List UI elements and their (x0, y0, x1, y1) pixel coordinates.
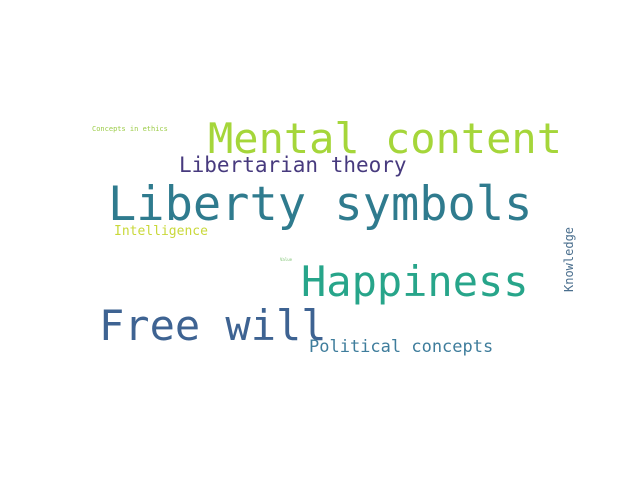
word-free-will: Free will (99, 301, 327, 350)
word-concepts-in-ethics: Concepts in ethics (92, 125, 168, 133)
word-happiness: Happiness (301, 257, 529, 306)
word-liberty-symbols: Liberty symbols (108, 177, 533, 232)
word-libertarian-theory: Libertarian theory (179, 153, 407, 177)
word-mental-content: Mental content (208, 114, 563, 163)
word-value: Value (280, 257, 293, 262)
word-political-concepts: Political concepts (309, 337, 494, 357)
word-intelligence: Intelligence (114, 224, 208, 239)
word-knowledge: Knowledge (562, 226, 576, 292)
